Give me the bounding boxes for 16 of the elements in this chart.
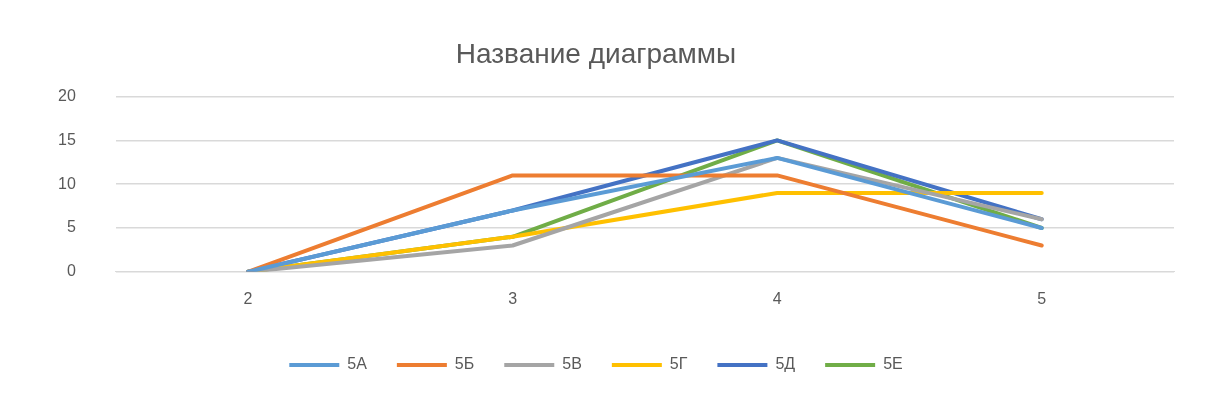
y-tick-label: 5 — [66, 218, 76, 236]
legend-label: 5А — [347, 355, 368, 373]
chart-title: Название диаграммы — [455, 37, 737, 69]
legend-label: 5В — [562, 355, 582, 373]
legend-label: 5Е — [883, 355, 903, 373]
x-tick-label: 5 — [1037, 289, 1047, 307]
legend-label: 5Г — [669, 355, 688, 373]
y-tick-label: 20 — [58, 87, 76, 105]
legend-label: 5Д — [775, 355, 796, 373]
x-tick-label: 2 — [243, 289, 253, 307]
y-tick-label: 10 — [58, 174, 76, 192]
y-tick-label: 15 — [58, 130, 76, 148]
y-tick-label: 0 — [66, 262, 76, 280]
x-tick-label: 4 — [772, 289, 782, 307]
legend-label: 5Б — [454, 355, 475, 373]
x-tick-label: 3 — [508, 289, 518, 307]
